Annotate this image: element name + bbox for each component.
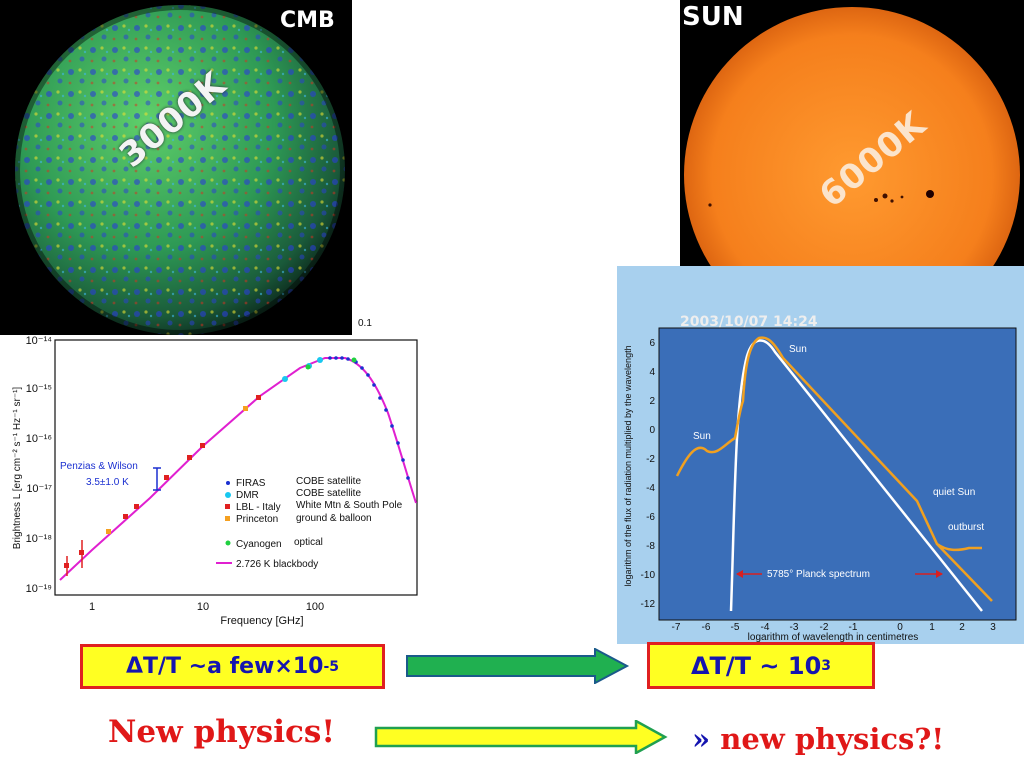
y-tick: 4 (649, 367, 655, 378)
legend-name: LBL - Italy (236, 502, 281, 513)
sun-date-stamp: 2003/10/07 14:24 (680, 314, 818, 330)
x-tick: 100 (306, 601, 324, 613)
cmb-plot-xlabel: Frequency [GHz] (220, 615, 303, 627)
lbl-points (64, 395, 261, 576)
princeton-points (106, 406, 248, 534)
sun-spectrum-plot: 6 4 2 0 -2 -4 -6 -8 -10 -12 -7 -6 -5 -4 … (617, 266, 1024, 644)
sun-plot-x-ticks: -7 -6 -5 -4 -3 -2 -1 0 1 2 3 (672, 622, 997, 633)
sun-title: SUN (682, 2, 744, 32)
legend-name: DMR (236, 490, 259, 501)
cmb-plot-ylabel: Brightness L [erg cm⁻² s⁻¹ Hz⁻¹ sr⁻¹] (12, 387, 23, 550)
y-tick: -12 (641, 599, 656, 610)
cmb-formula-exponent: -5 (323, 658, 340, 675)
label-sun-left: Sun (693, 431, 711, 442)
cmb-title: CMB (280, 8, 335, 33)
y-tick: -6 (646, 512, 655, 523)
legend-marker-princeton (225, 516, 230, 521)
sun-plot-xlabel: logarithm of wavelength in centimetres (748, 632, 919, 643)
new-physics-question-text: » new physics?! (692, 722, 944, 756)
label-planck: 5785° Planck spectrum (767, 569, 870, 580)
firas-points (328, 356, 410, 480)
cmb-plot-y-ticks: 10⁻¹⁴ 10⁻¹⁵ 10⁻¹⁶ 10⁻¹⁷ 10⁻¹⁸ 10⁻¹⁹ (26, 335, 53, 595)
cmb-sphere (10, 0, 350, 335)
x-tick: 3 (990, 622, 996, 633)
penzias-value: 3.5±1.0 K (86, 477, 129, 488)
y-tick: 10⁻¹⁶ (26, 433, 52, 445)
legend-name: FIRAS (236, 478, 266, 489)
new-physics-question-label: new physics?! (720, 722, 945, 756)
y-tick: 10⁻¹⁷ (26, 483, 52, 495)
penzias-label: Penzias & Wilson (60, 461, 138, 472)
cmb-plot-frame (54, 339, 418, 596)
x-tick: 1 (929, 622, 935, 633)
x-tick: 2 (959, 622, 965, 633)
x-tick: -7 (672, 622, 681, 633)
sun-formula-base: ΔT/T ~ 10 (690, 651, 822, 680)
legend-source: ground & balloon (296, 513, 372, 524)
x-tick: -4 (761, 622, 770, 633)
green-arrow-icon (406, 648, 630, 684)
y-tick: 10⁻¹⁴ (26, 335, 53, 347)
planck-curve (729, 339, 983, 612)
legend-name: 2.726 K blackbody (236, 559, 318, 570)
cyanogen-point (351, 357, 357, 363)
blackbody-curve (59, 357, 417, 581)
x-tick: -6 (702, 622, 711, 633)
much-greater-icon: » (692, 722, 711, 756)
legend-marker-firas (226, 481, 230, 485)
legend-marker-dmr (225, 492, 231, 498)
legend-name: Cyanogen (236, 539, 282, 550)
sun-plot-ylabel: logarithm of the flux of radiation multi… (623, 345, 633, 586)
label-outburst: outburst (948, 522, 984, 533)
x-tick: -1 (849, 622, 858, 633)
partial-top-label: 0.1 (358, 318, 372, 329)
legend-marker-lbl (225, 504, 230, 509)
y-tick: 0 (649, 425, 655, 436)
y-tick: 10⁻¹⁵ (26, 383, 52, 395)
y-tick: 6 (649, 338, 655, 349)
y-tick: -4 (646, 483, 655, 494)
sun-formula-exponent: 3 (821, 657, 832, 674)
x-tick: -2 (820, 622, 829, 633)
planck-arrowhead-left (736, 570, 743, 578)
yellow-arrow-icon (374, 720, 668, 754)
y-tick: 10⁻¹⁸ (26, 533, 52, 545)
legend-marker-cyanogen (225, 540, 231, 546)
y-tick: -8 (646, 541, 655, 552)
x-tick: 0 (897, 622, 903, 633)
cmb-plot-x-ticks: 1 10 100 (89, 601, 324, 613)
solar-spectrum-curve (675, 336, 993, 602)
legend-source: COBE satellite (296, 488, 361, 499)
x-tick: 10 (197, 601, 209, 613)
sun-anisotropy-formula: ΔT/T ~ 10 3 (647, 642, 875, 689)
cmb-formula-base: ΔT/T ~a few×10 (125, 654, 324, 679)
cmb-anisotropy-formula: ΔT/T ~a few×10 -5 (80, 644, 385, 689)
cmb-image (0, 0, 352, 335)
sun-plot-y-ticks: 6 4 2 0 -2 -4 -6 -8 -10 -12 (641, 338, 656, 610)
planck-arrowhead-right (936, 570, 943, 578)
x-tick: 1 (89, 601, 95, 613)
legend-source: optical (294, 537, 323, 548)
y-tick: 2 (649, 396, 655, 407)
y-tick: 10⁻¹⁹ (26, 583, 52, 595)
y-tick: -10 (641, 570, 656, 581)
cmb-spectrum-plot: 0.1 10⁻¹⁴ 10⁻¹⁵ 10⁻¹⁶ 10⁻¹⁷ 10⁻¹⁸ 10⁻¹⁹ … (0, 318, 422, 636)
sun-disk (684, 7, 1020, 330)
cyanogen-point (305, 364, 311, 370)
label-sun-top: Sun (789, 344, 807, 355)
new-physics-text: New physics! (108, 714, 335, 750)
cmb-plot-legend: FIRAS COBE satellite DMR COBE satellite … (216, 476, 403, 570)
label-quiet-sun: quiet Sun (933, 487, 975, 498)
legend-source: COBE satellite (296, 476, 361, 487)
legend-name: Princeton (236, 514, 278, 525)
legend-source: White Mtn & South Pole (296, 500, 403, 511)
x-tick: -5 (731, 622, 740, 633)
y-tick: -2 (646, 454, 655, 465)
x-tick: -3 (790, 622, 799, 633)
